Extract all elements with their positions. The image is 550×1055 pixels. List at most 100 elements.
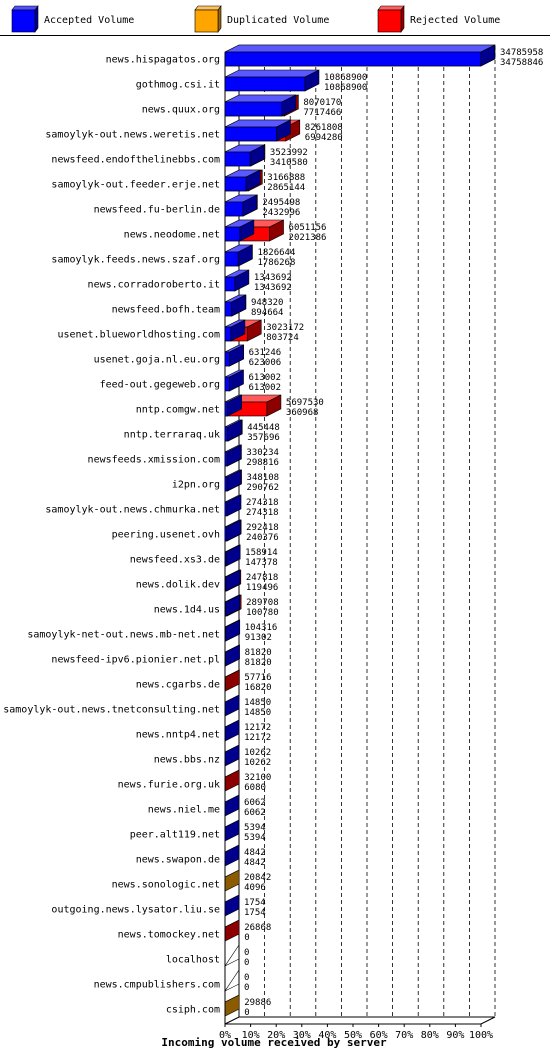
- x-tick-label: 70%: [395, 1030, 413, 1041]
- value-accepted: 360968: [286, 408, 319, 418]
- server-name: newsfeeds.xmission.com: [88, 455, 220, 466]
- value-accepted: 1786268: [257, 258, 295, 268]
- server-name: newsfeed.endofthelinebbs.com: [51, 155, 220, 166]
- value-total: 948320: [251, 298, 284, 308]
- value-accepted: 2432996: [262, 208, 300, 218]
- value-total: 5394: [244, 823, 266, 833]
- server-row: samoylyk-out.news.tnetconsulting.net 1485…: [3, 694, 271, 718]
- server-name: news.neodome.net: [124, 230, 220, 241]
- server-name: news.dolik.dev: [136, 580, 220, 591]
- x-tick-label: 10%: [242, 1030, 260, 1041]
- bar-accepted: [224, 894, 240, 917]
- value-accepted: 894664: [251, 308, 284, 318]
- bar-accepted: [224, 194, 258, 217]
- value-total: 4842: [244, 848, 266, 858]
- x-tick-label: 60%: [370, 1030, 388, 1041]
- server-name: newsfeed-ipv6.pionier.net.pl: [51, 655, 220, 666]
- value-total: 5697530: [286, 398, 324, 408]
- x-tick-label: 40%: [318, 1030, 336, 1041]
- value-accepted: 0: [244, 958, 249, 968]
- value-total: 20842: [244, 873, 271, 883]
- bar-accepted: [224, 644, 240, 667]
- value-total: 1826644: [257, 248, 295, 258]
- bar-accepted: [224, 244, 253, 267]
- server-name: news.swapon.de: [136, 855, 220, 866]
- value-accepted: 803724: [266, 333, 299, 343]
- legend-svg: Accepted Volume Duplicated Volume Reject…: [0, 5, 550, 36]
- bar-accepted: [224, 469, 242, 492]
- value-accepted: 12172: [244, 733, 271, 743]
- legend-item-accepted: Accepted Volume: [11, 5, 134, 33]
- x-tick-label: 50%: [344, 1030, 362, 1041]
- bar-accepted: [224, 494, 242, 517]
- server-name: newsfeed.xs3.de: [130, 555, 220, 566]
- legend-item-duplicated: Duplicated Volume: [194, 5, 329, 33]
- bar-accepted: [224, 144, 265, 167]
- legend-swatch-rejected: [377, 9, 402, 33]
- legend-swatch-duplicated: [194, 9, 219, 33]
- bar-accepted: [224, 444, 242, 467]
- value-accepted: 81820: [245, 658, 272, 668]
- bar-accepted: [224, 569, 241, 592]
- server-name: feed-out.gegeweb.org: [100, 380, 220, 391]
- value-accepted: 4096: [244, 883, 266, 893]
- chart-floor: [224, 1016, 496, 1025]
- server-name: peer.alt119.net: [130, 830, 220, 841]
- bar-duplicated: [224, 994, 240, 1017]
- legend-swatch-accepted: [11, 9, 36, 33]
- server-row: samoylyk-out.news.weretis.net 82618086994…: [45, 119, 343, 143]
- value-accepted: 10868900: [324, 83, 367, 93]
- value-total: 3523992: [270, 148, 308, 158]
- server-name: gothmog.csi.it: [136, 80, 220, 91]
- value-accepted: 0: [244, 983, 249, 993]
- value-total: 8261808: [305, 123, 343, 133]
- bar-accepted: [224, 344, 244, 367]
- server-row: samoylyk-out.news.chmurka.net 27431827431…: [45, 494, 279, 518]
- bar-accepted: [224, 519, 242, 542]
- server-name: samoylyk.feeds.news.szaf.org: [51, 255, 220, 266]
- legend-label-accepted: Accepted Volume: [44, 15, 134, 26]
- value-accepted: 613002: [249, 383, 282, 393]
- server-row: news.cmpublishers.com 00: [94, 969, 249, 993]
- server-name: i2pn.org: [172, 480, 220, 491]
- server-row: newsfeed.endofthelinebbs.com 352399234105…: [51, 144, 308, 168]
- legend-item-rejected: Rejected Volume: [377, 5, 500, 33]
- bar-accepted: [224, 169, 261, 192]
- server-name: samoylyk-out.feeder.erje.net: [51, 180, 220, 191]
- value-accepted: 6062: [244, 808, 266, 818]
- bar-accepted: [224, 419, 242, 442]
- value-accepted: 4842: [244, 858, 266, 868]
- server-name: samoylyk-out.news.weretis.net: [45, 130, 220, 141]
- x-tick-label: 100%: [469, 1030, 493, 1041]
- value-total: 104316: [245, 623, 278, 633]
- value-total: 330234: [246, 448, 279, 458]
- value-total: 34785958: [500, 48, 543, 58]
- value-total: 10262: [244, 748, 271, 758]
- value-total: 8070170: [303, 98, 341, 108]
- value-total: 57716: [244, 673, 271, 683]
- value-total: 12172: [244, 723, 271, 733]
- server-name: outgoing.news.lysator.liu.se: [51, 905, 220, 916]
- server-name: peering.usenet.ovh: [112, 530, 220, 541]
- server-row: samoylyk.feeds.news.szaf.org 182664417862…: [51, 244, 295, 268]
- value-accepted: 5394: [244, 833, 266, 843]
- bar-accepted: [224, 844, 240, 867]
- value-accepted: 10262: [244, 758, 271, 768]
- server-name: csiph.com: [166, 1005, 220, 1016]
- bar-accepted: [224, 119, 291, 142]
